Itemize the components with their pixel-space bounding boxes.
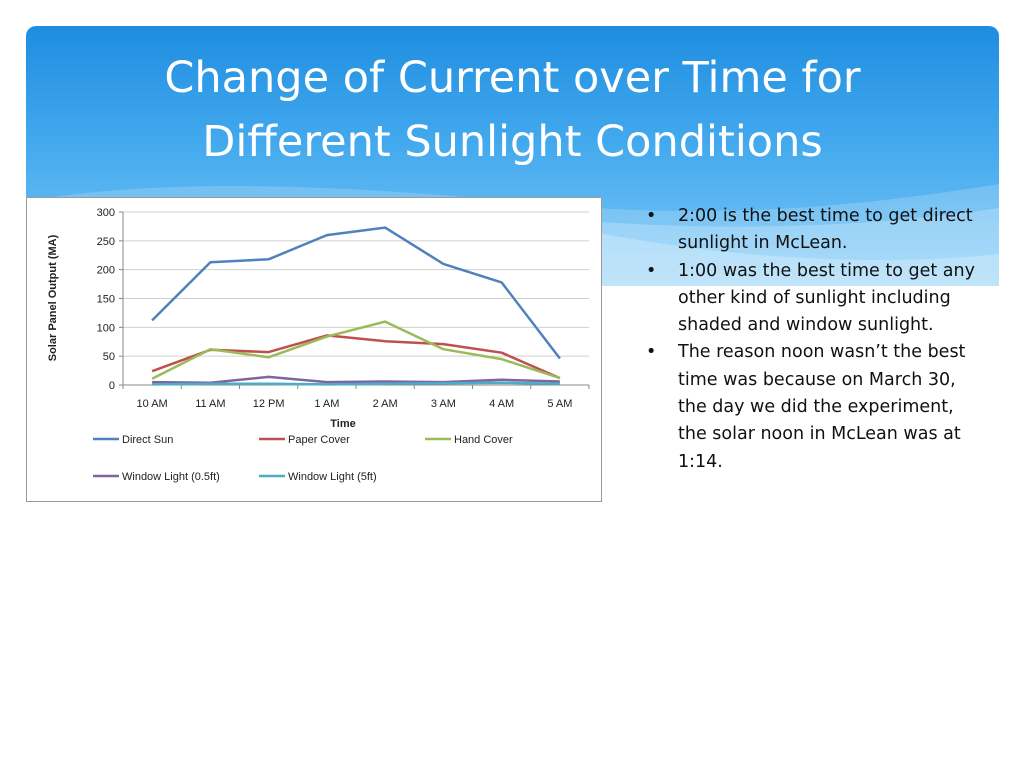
legend-label: Window Light (5ft) <box>288 471 377 483</box>
bullet-item: The reason noon wasn’t the best time was… <box>646 339 976 475</box>
y-tick-label: 0 <box>109 380 115 392</box>
y-tick-label: 50 <box>103 351 115 363</box>
legend-item: Window Light (0.5ft) <box>93 471 220 483</box>
y-axis-title: Solar Panel Output (MA) <box>47 234 59 361</box>
x-tick-label: 2 AM <box>373 398 398 410</box>
y-tick-label: 300 <box>97 207 115 219</box>
legend-label: Paper Cover <box>288 434 350 446</box>
y-tick-label: 200 <box>97 265 115 277</box>
legend-label: Direct Sun <box>122 434 173 446</box>
x-tick-label: 12 PM <box>253 398 285 410</box>
x-tick-label: 11 AM <box>195 398 225 410</box>
series-line <box>151 334 561 380</box>
x-tick-label: 4 AM <box>489 398 514 410</box>
legend-item: Direct Sun <box>93 434 173 446</box>
x-tick-label: 5 AM <box>547 398 572 410</box>
bullet-list: 2:00 is the best time to get direct sunl… <box>646 203 976 476</box>
y-tick-label: 100 <box>97 322 115 334</box>
x-axis-ticks: 10 AM 11 AM 12 PM 1 AM 2 AM 3 AM 4 AM 5 AM <box>122 385 590 410</box>
y-axis-ticks: 0 50 100 150 200 250 300 <box>97 207 123 392</box>
legend-item: Hand Cover <box>425 434 513 446</box>
slide-title: Change of Current over Time for Differen… <box>164 53 861 167</box>
legend-item: Window Light (5ft) <box>259 471 377 483</box>
line-chart: 0 50 100 150 200 250 300 10 AM 11 AM 12 PM 1 AM 2 … <box>26 197 602 502</box>
series-line <box>152 375 560 384</box>
y-tick-label: 150 <box>97 294 115 306</box>
legend-label: Hand Cover <box>454 434 513 446</box>
x-axis-title: Time <box>330 418 355 430</box>
series-line <box>151 320 561 380</box>
series-line <box>151 226 561 360</box>
chart-series <box>151 226 561 386</box>
bullet-item: 2:00 is the best time to get direct sunl… <box>646 203 976 258</box>
x-tick-label: 10 AM <box>137 398 168 410</box>
y-tick-label: 250 <box>97 236 115 248</box>
legend-item: Paper Cover <box>259 434 350 446</box>
legend-label: Window Light (0.5ft) <box>122 471 220 483</box>
x-tick-label: 3 AM <box>431 398 456 410</box>
series-line <box>152 381 560 386</box>
chart-legend: Direct Sun Paper Cover Hand Cover Window Li… <box>93 434 513 483</box>
chart-canvas: 0 50 100 150 200 250 300 10 AM 11 AM 12 PM 1 AM 2 … <box>47 207 590 483</box>
x-tick-label: 1 AM <box>314 398 339 410</box>
bullet-item: 1:00 was the best time to get any other … <box>646 258 976 340</box>
